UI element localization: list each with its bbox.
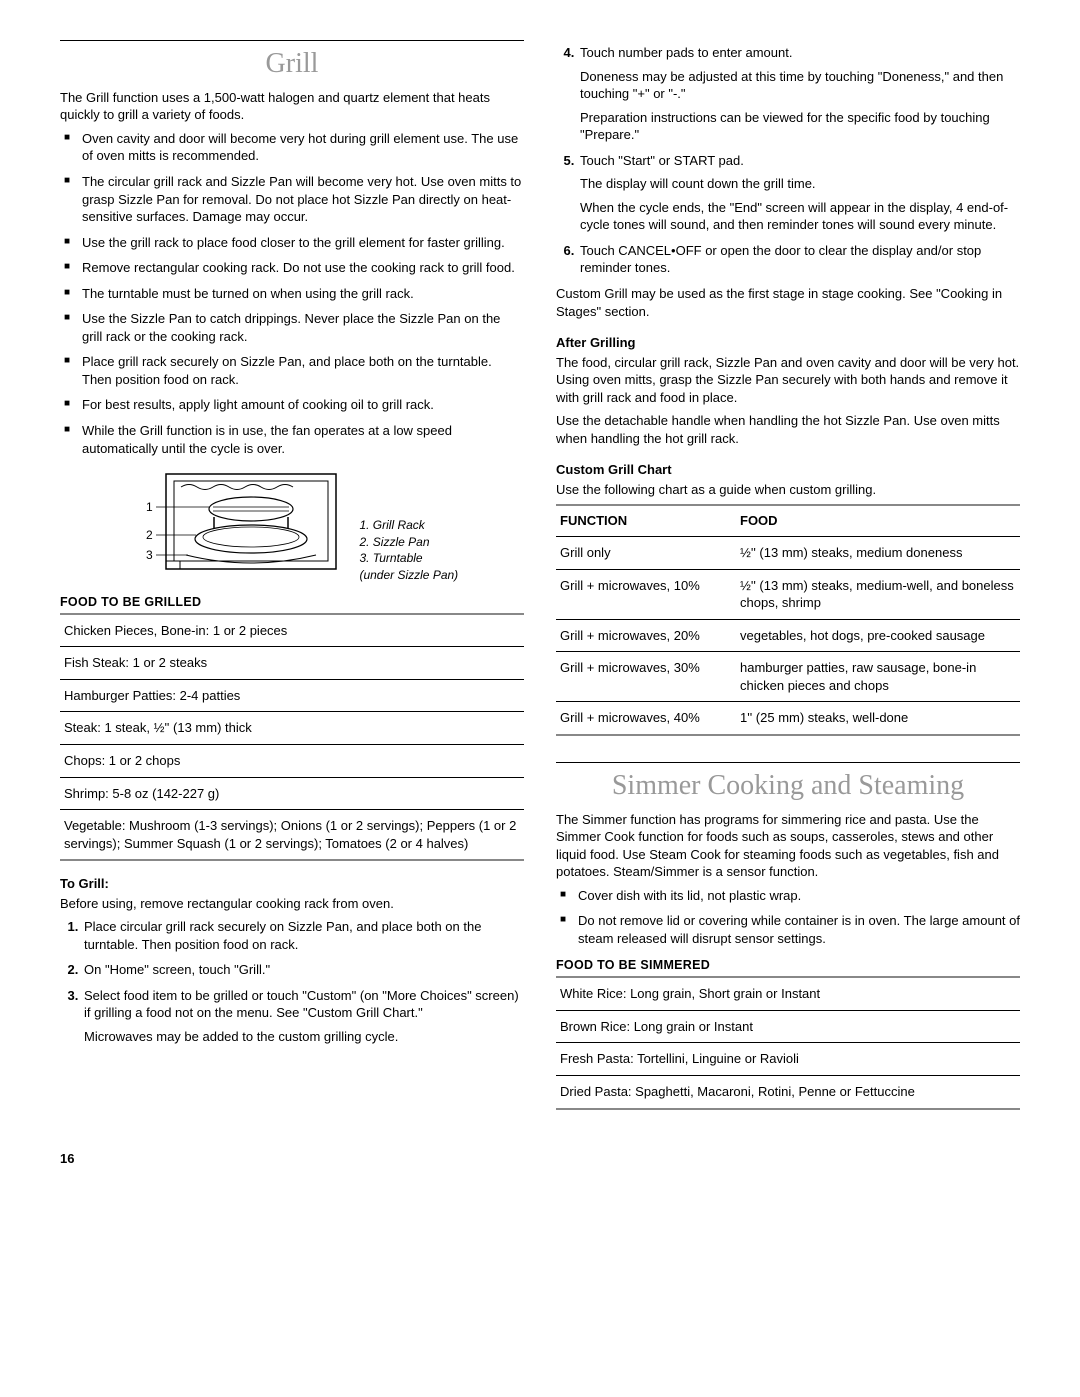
table-row: Shrimp: 5-8 oz (142-227 g) (60, 778, 524, 811)
after-grilling-heading: After Grilling (556, 334, 1020, 352)
grill-bullets: Oven cavity and door will become very ho… (60, 130, 524, 457)
left-column: Grill The Grill function uses a 1,500-wa… (60, 40, 524, 1110)
to-grill-heading: To Grill: (60, 875, 524, 893)
food-grilled-header: FOOD TO BE GRILLED (60, 594, 524, 611)
table-row: White Rice: Long grain, Short grain or I… (556, 976, 1020, 1011)
table-row: Grill + microwaves, 30% hamburger pattie… (556, 652, 1020, 702)
grill-bullet: For best results, apply light amount of … (60, 396, 524, 414)
grill-bullet: The circular grill rack and Sizzle Pan w… (60, 173, 524, 226)
table-row: Grill only ½'' (13 mm) steaks, medium do… (556, 537, 1020, 570)
grill-diagram: 1 2 3 1. Grill Rack 2. Sizzle Pan 3. Tur… (60, 469, 524, 584)
col-food: FOOD (740, 512, 1016, 530)
grill-bullet: Use the grill rack to place food closer … (60, 234, 524, 252)
grill-bullet: The turntable must be turned on when usi… (60, 285, 524, 303)
col-function: FUNCTION (560, 512, 740, 530)
table-row: Grill + microwaves, 10% ½'' (13 mm) stea… (556, 570, 1020, 620)
after-steps-note: Custom Grill may be used as the first st… (556, 285, 1020, 320)
oven-diagram-icon: 1 2 3 (126, 469, 356, 579)
step-3: Select food item to be grilled or touch … (82, 987, 524, 1046)
simmer-bullet: Do not remove lid or covering while cont… (556, 912, 1020, 947)
grill-bullet: Oven cavity and door will become very ho… (60, 130, 524, 165)
grill-bullet: Place grill rack securely on Sizzle Pan,… (60, 353, 524, 388)
step-1: Place circular grill rack securely on Si… (82, 918, 524, 953)
page-number: 16 (60, 1150, 1020, 1168)
to-grill-intro: Before using, remove rectangular cooking… (60, 895, 524, 913)
simmer-intro: The Simmer function has programs for sim… (556, 811, 1020, 881)
step-5: Touch "Start" or START pad. The display … (578, 152, 1020, 234)
simmer-heading: Simmer Cooking and Steaming (556, 762, 1020, 805)
food-simmered-table: White Rice: Long grain, Short grain or I… (556, 976, 1020, 1109)
table-row: Vegetable: Mushroom (1-3 servings); Onio… (60, 810, 524, 861)
food-grilled-table: Chicken Pieces, Bone-in: 1 or 2 pieces F… (60, 613, 524, 861)
table-row: Brown Rice: Long grain or Instant (556, 1011, 1020, 1044)
to-grill-steps-left: Place circular grill rack securely on Si… (60, 918, 524, 1045)
simmer-bullet: Cover dish with its lid, not plastic wra… (556, 887, 1020, 905)
step-2: On "Home" screen, touch "Grill." (82, 961, 524, 979)
table-row: Chicken Pieces, Bone-in: 1 or 2 pieces (60, 613, 524, 648)
step-4: Touch number pads to enter amount. Donen… (578, 44, 1020, 144)
grill-bullet: Use the Sizzle Pan to catch drippings. N… (60, 310, 524, 345)
right-column: Touch number pads to enter amount. Donen… (556, 40, 1020, 1110)
table-row: Fish Steak: 1 or 2 steaks (60, 647, 524, 680)
grill-bullet: Remove rectangular cooking rack. Do not … (60, 259, 524, 277)
after-grilling-p1: The food, circular grill rack, Sizzle Pa… (556, 354, 1020, 407)
after-grilling-p2: Use the detachable handle when handling … (556, 412, 1020, 447)
grill-intro: The Grill function uses a 1,500-watt hal… (60, 89, 524, 124)
table-row: Hamburger Patties: 2-4 patties (60, 680, 524, 713)
grill-bullet: While the Grill function is in use, the … (60, 422, 524, 457)
simmer-bullets: Cover dish with its lid, not plastic wra… (556, 887, 1020, 948)
step-6: Touch CANCEL•OFF or open the door to cle… (578, 242, 1020, 277)
table-row: Steak: 1 steak, ½'' (13 mm) thick (60, 712, 524, 745)
table-row: Fresh Pasta: Tortellini, Linguine or Rav… (556, 1043, 1020, 1076)
food-simmered-header: FOOD TO BE SIMMERED (556, 957, 1020, 974)
to-grill-steps-right: Touch number pads to enter amount. Donen… (556, 44, 1020, 277)
custom-chart-intro: Use the following chart as a guide when … (556, 481, 1020, 499)
table-row: Dried Pasta: Spaghetti, Macaroni, Rotini… (556, 1076, 1020, 1110)
custom-grill-chart: FUNCTION FOOD Grill only ½'' (13 mm) ste… (556, 504, 1020, 735)
svg-text:3: 3 (146, 548, 153, 562)
custom-chart-heading: Custom Grill Chart (556, 461, 1020, 479)
table-row: Grill + microwaves, 20% vegetables, hot … (556, 620, 1020, 653)
diagram-caption: 1. Grill Rack 2. Sizzle Pan 3. Turntable… (359, 517, 458, 584)
svg-text:1: 1 (146, 500, 153, 514)
svg-text:2: 2 (146, 528, 153, 542)
table-row: Grill + microwaves, 40% 1'' (25 mm) stea… (556, 702, 1020, 736)
grill-heading: Grill (60, 40, 524, 83)
table-row: Chops: 1 or 2 chops (60, 745, 524, 778)
